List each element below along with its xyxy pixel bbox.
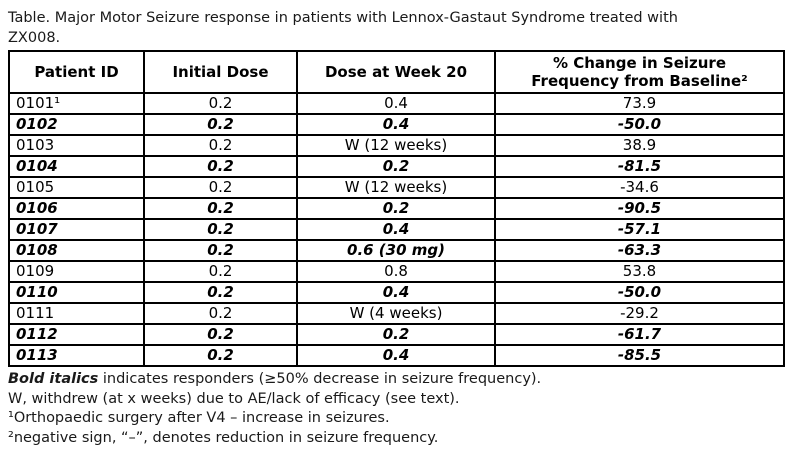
initial-dose-cell: 0.2 xyxy=(143,344,298,367)
table-row: 0113 0.2 0.4 -85.5 xyxy=(8,344,785,367)
initial-dose-cell: 0.2 xyxy=(143,323,298,346)
change-cell: -61.7 xyxy=(494,323,785,346)
week20-dose-cell: 0.4 xyxy=(296,218,496,241)
table-row: 0105 0.2 W (12 weeks) -34.6 xyxy=(8,176,785,199)
week20-dose-cell: 0.8 xyxy=(296,260,496,283)
table-row: 0101¹ 0.2 0.4 73.9 xyxy=(8,92,785,115)
patient-id-cell: 0112 xyxy=(8,323,145,346)
patient-id-cell: 0107 xyxy=(8,218,145,241)
table-row: 0112 0.2 0.2 -61.7 xyxy=(8,323,785,346)
change-cell: -50.0 xyxy=(494,113,785,136)
footnotes: Bold italics indicates responders (≥50% … xyxy=(8,370,795,448)
footnote-surgery: ¹Orthopaedic surgery after V4 – increase… xyxy=(8,410,390,426)
table-row: 0104 0.2 0.2 -81.5 xyxy=(8,155,785,178)
week20-dose-cell: W (4 weeks) xyxy=(296,302,496,325)
table-row: 0106 0.2 0.2 -90.5 xyxy=(8,197,785,220)
patient-id-cell: 0106 xyxy=(8,197,145,220)
initial-dose-cell: 0.2 xyxy=(143,197,298,220)
footnote-negative-sign: ²negative sign, “–”, denotes reduction i… xyxy=(8,429,439,446)
patient-id-cell: 0108 xyxy=(8,239,145,262)
patient-id-cell: 0111 xyxy=(8,302,145,325)
change-cell: 38.9 xyxy=(494,134,785,157)
week20-dose-cell: 0.4 xyxy=(296,281,496,304)
initial-dose-cell: 0.2 xyxy=(143,302,298,325)
initial-dose-cell: 0.2 xyxy=(143,218,298,241)
week20-dose-cell: 0.2 xyxy=(296,323,496,346)
seizure-response-table: Patient ID Initial Dose Dose at Week 20 … xyxy=(8,50,785,367)
footnote-responders-rest: indicates responders (≥50% decrease in s… xyxy=(98,371,542,387)
patient-id-cell: 0105 xyxy=(8,176,145,199)
week20-dose-cell: 0.6 (30 mg) xyxy=(296,239,496,262)
table-row: 0107 0.2 0.4 -57.1 xyxy=(8,218,785,241)
initial-dose-cell: 0.2 xyxy=(143,113,298,136)
table-row: 0109 0.2 0.8 53.8 xyxy=(8,260,785,283)
initial-dose-cell: 0.2 xyxy=(143,155,298,178)
week20-dose-cell: 0.4 xyxy=(296,113,496,136)
initial-dose-cell: 0.2 xyxy=(143,176,298,199)
change-cell: -90.5 xyxy=(494,197,785,220)
footnote-withdrew: W, withdrew (at x weeks) due to AE/lack … xyxy=(8,390,460,407)
change-cell: -85.5 xyxy=(494,344,785,367)
footnote-responders: Bold italics indicates responders (≥50% … xyxy=(8,370,795,390)
table-row: 0103 0.2 W (12 weeks) 38.9 xyxy=(8,134,785,157)
column-header-dose-week20: Dose at Week 20 xyxy=(296,50,496,94)
change-cell: -34.6 xyxy=(494,176,785,199)
change-cell: -29.2 xyxy=(494,302,785,325)
patient-id-cell: 0109 xyxy=(8,260,145,283)
footnote-responders-label: Bold italics xyxy=(8,371,99,387)
change-cell: 73.9 xyxy=(494,92,785,115)
initial-dose-cell: 0.2 xyxy=(143,92,298,115)
table-body: 0101¹ 0.2 0.4 73.9 0102 0.2 0.4 -50.0 01… xyxy=(8,92,785,367)
patient-id-cell: 0113 xyxy=(8,344,145,367)
initial-dose-cell: 0.2 xyxy=(143,281,298,304)
week20-dose-cell: W (12 weeks) xyxy=(296,134,496,157)
change-cell: 53.8 xyxy=(494,260,785,283)
week20-dose-cell: W (12 weeks) xyxy=(296,176,496,199)
week20-dose-cell: 0.4 xyxy=(296,344,496,367)
column-header-pct-change: % Change in Seizure Frequency from Basel… xyxy=(494,50,785,94)
week20-dose-cell: 0.2 xyxy=(296,197,496,220)
change-cell: -63.3 xyxy=(494,239,785,262)
initial-dose-cell: 0.2 xyxy=(143,260,298,283)
change-cell: -81.5 xyxy=(494,155,785,178)
change-cell: -57.1 xyxy=(494,218,785,241)
patient-id-cell: 0101¹ xyxy=(8,92,145,115)
table-row: 0111 0.2 W (4 weeks) -29.2 xyxy=(8,302,785,325)
patient-id-cell: 0102 xyxy=(8,113,145,136)
column-header-initial-dose: Initial Dose xyxy=(143,50,298,94)
column-header-patient-id: Patient ID xyxy=(8,50,145,94)
patient-id-cell: 0110 xyxy=(8,281,145,304)
patient-id-cell: 0103 xyxy=(8,134,145,157)
table-row: 0110 0.2 0.4 -50.0 xyxy=(8,281,785,304)
table-header-row: Patient ID Initial Dose Dose at Week 20 … xyxy=(8,50,785,94)
change-cell: -50.0 xyxy=(494,281,785,304)
initial-dose-cell: 0.2 xyxy=(143,134,298,157)
week20-dose-cell: 0.4 xyxy=(296,92,496,115)
initial-dose-cell: 0.2 xyxy=(143,239,298,262)
patient-id-cell: 0104 xyxy=(8,155,145,178)
table-row: 0102 0.2 0.4 -50.0 xyxy=(8,113,785,136)
page-title: Table. Major Motor Seizure response in p… xyxy=(8,10,678,46)
week20-dose-cell: 0.2 xyxy=(296,155,496,178)
table-row: 0108 0.2 0.6 (30 mg) -63.3 xyxy=(8,239,785,262)
